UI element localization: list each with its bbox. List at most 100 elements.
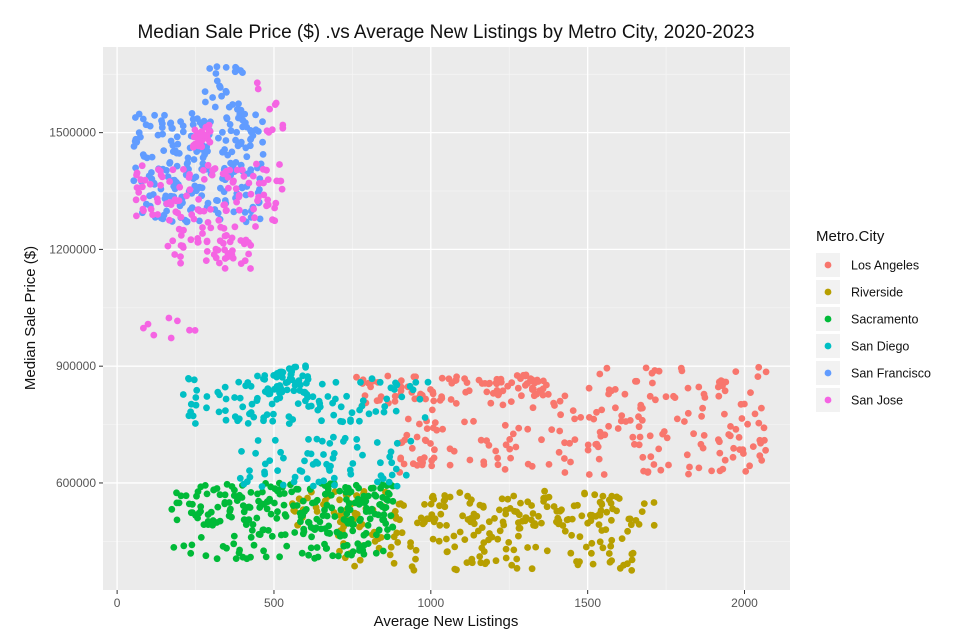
- data-point: [348, 409, 356, 417]
- data-point: [200, 117, 208, 125]
- data-point: [299, 497, 307, 505]
- data-point: [221, 383, 229, 391]
- data-point: [599, 492, 607, 500]
- data-point: [394, 539, 402, 546]
- data-point: [148, 169, 155, 176]
- data-point: [294, 400, 302, 407]
- data-point: [650, 521, 658, 529]
- data-point: [360, 531, 368, 539]
- data-point: [239, 69, 246, 76]
- data-point: [605, 496, 613, 504]
- data-point: [631, 440, 638, 448]
- data-point: [479, 502, 487, 510]
- data-point: [240, 173, 248, 180]
- data-point: [287, 370, 295, 378]
- data-point: [162, 192, 170, 200]
- data-point: [567, 549, 575, 557]
- data-point: [203, 237, 211, 245]
- data-point: [180, 226, 187, 234]
- data-point: [189, 500, 196, 508]
- data-point: [309, 393, 317, 401]
- data-point: [391, 386, 398, 393]
- data-point: [234, 142, 242, 150]
- data-point: [662, 393, 670, 401]
- data-point: [530, 392, 538, 400]
- data-point: [235, 378, 243, 386]
- data-point: [288, 488, 296, 496]
- chart-title: Median Sale Price ($) .vs Average New Li…: [137, 22, 754, 43]
- data-point: [359, 397, 367, 405]
- data-point: [683, 451, 691, 459]
- data-point: [596, 511, 604, 519]
- data-point: [252, 111, 259, 119]
- data-point: [252, 449, 259, 457]
- data-point: [446, 461, 454, 469]
- data-point: [684, 384, 692, 392]
- data-point: [235, 549, 243, 557]
- data-point: [431, 446, 438, 454]
- data-point: [480, 539, 488, 546]
- data-point: [699, 404, 706, 412]
- data-point: [582, 543, 590, 551]
- data-point: [154, 211, 162, 218]
- data-point: [420, 454, 428, 461]
- data-point: [282, 513, 290, 520]
- data-point: [299, 372, 307, 380]
- x-tick-label: 2000: [731, 596, 758, 610]
- data-point: [212, 70, 220, 77]
- data-point: [524, 544, 531, 551]
- data-point: [615, 495, 623, 502]
- data-point: [480, 548, 488, 555]
- data-point: [312, 458, 320, 466]
- data-point: [632, 517, 640, 524]
- data-point: [324, 529, 331, 537]
- data-point: [294, 485, 302, 493]
- data-point: [550, 503, 558, 510]
- data-point: [237, 260, 245, 267]
- data-point: [520, 371, 527, 379]
- data-point: [376, 396, 383, 404]
- data-point: [133, 212, 140, 220]
- data-point: [398, 393, 406, 401]
- data-point: [494, 535, 502, 543]
- data-point: [187, 549, 195, 557]
- data-point: [261, 470, 269, 478]
- data-point: [585, 384, 593, 392]
- data-point: [421, 414, 429, 421]
- data-point: [331, 513, 339, 520]
- data-point: [203, 393, 211, 400]
- data-point: [539, 391, 547, 399]
- data-point: [270, 385, 278, 393]
- data-point: [276, 389, 283, 397]
- data-point: [356, 547, 363, 554]
- data-point: [441, 496, 449, 504]
- data-point: [393, 439, 401, 447]
- data-point: [433, 426, 441, 434]
- data-point: [270, 372, 278, 379]
- data-point: [543, 381, 550, 389]
- data-point: [383, 533, 391, 541]
- data-point: [245, 503, 253, 511]
- data-point: [695, 464, 703, 472]
- data-point: [177, 259, 185, 267]
- data-point: [382, 495, 390, 503]
- data-point: [300, 528, 308, 535]
- data-point: [476, 553, 484, 560]
- data-point: [170, 544, 178, 551]
- data-point: [504, 382, 512, 390]
- data-point: [446, 493, 454, 501]
- data-point: [568, 531, 575, 539]
- data-point: [372, 549, 380, 557]
- data-point: [483, 437, 490, 445]
- data-point: [284, 378, 291, 386]
- data-point: [605, 386, 613, 394]
- data-point: [371, 510, 379, 518]
- data-point: [243, 153, 251, 161]
- data-point: [372, 408, 380, 415]
- data-point: [510, 546, 518, 554]
- data-point: [164, 242, 172, 250]
- data-point: [329, 552, 337, 560]
- data-point: [561, 469, 569, 476]
- data-point: [336, 531, 344, 538]
- data-point: [168, 505, 176, 513]
